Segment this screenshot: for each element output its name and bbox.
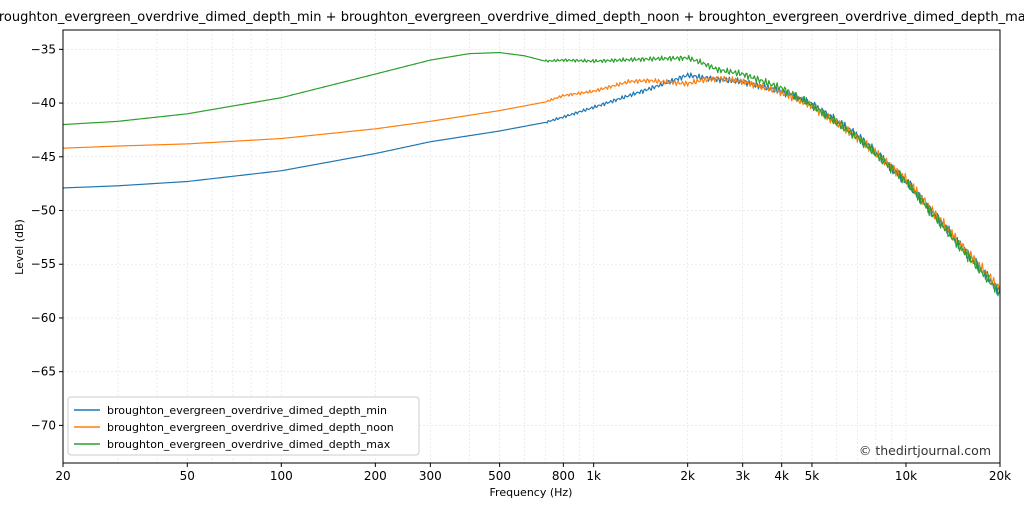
series-line	[62, 51, 1001, 297]
x-tick-label: 2k	[680, 469, 695, 483]
x-tick-label: 200	[364, 469, 387, 483]
y-axis-ticks: −35 −40 −45 −50 −55 −60 −65 −70	[31, 42, 63, 432]
x-axis-ticks: 20 50 100 200 300 500 800 1k 2k 3k 4k 5k 10k 20k	[55, 463, 1011, 483]
x-tick-label: 5k	[805, 469, 820, 483]
x-tick-label: 4k	[774, 469, 789, 483]
y-tick-label: −40	[31, 96, 56, 110]
series-lines	[62, 51, 1001, 297]
legend-box	[67, 396, 420, 456]
legend: broughton_evergreen_overdrive_dimed_dept…	[67, 396, 420, 456]
legend-entry-label: broughton_evergreen_overdrive_dimed_dept…	[107, 404, 387, 417]
plot-background	[63, 30, 1000, 463]
x-tick-label: 50	[180, 469, 195, 483]
y-tick-label: −65	[31, 365, 56, 379]
x-axis-label: Frequency (Hz)	[490, 486, 573, 499]
watermark-text: © thedirtjournal.com	[859, 443, 991, 458]
y-tick-label: −35	[31, 42, 56, 56]
x-tick-label: 300	[419, 469, 442, 483]
y-tick-label: −50	[31, 204, 56, 218]
y-tick-label: −55	[31, 257, 56, 271]
plot-area	[62, 29, 1001, 464]
y-tick-label: −60	[31, 311, 56, 325]
x-tick-label: 3k	[735, 469, 750, 483]
x-tick-label: 100	[270, 469, 293, 483]
x-tick-label: 800	[552, 469, 575, 483]
y-tick-label: −45	[31, 150, 56, 164]
x-tick-label: 10k	[895, 469, 917, 483]
x-tick-label: 20k	[989, 469, 1011, 483]
x-tick-label: 1k	[586, 469, 601, 483]
legend-entry-label: broughton_evergreen_overdrive_dimed_dept…	[107, 421, 394, 434]
y-tick-label: −70	[31, 418, 56, 432]
plot-frame	[62, 29, 1001, 464]
legend-entry-label: broughton_evergreen_overdrive_dimed_dept…	[107, 438, 391, 451]
chart-title: broughton_evergreen_overdrive_dimed_dept…	[0, 10, 1024, 25]
x-tick-label: 20	[55, 469, 70, 483]
y-axis-label: Level (dB)	[13, 219, 26, 275]
x-tick-label: 500	[488, 469, 511, 483]
grid-lines	[62, 30, 1001, 463]
